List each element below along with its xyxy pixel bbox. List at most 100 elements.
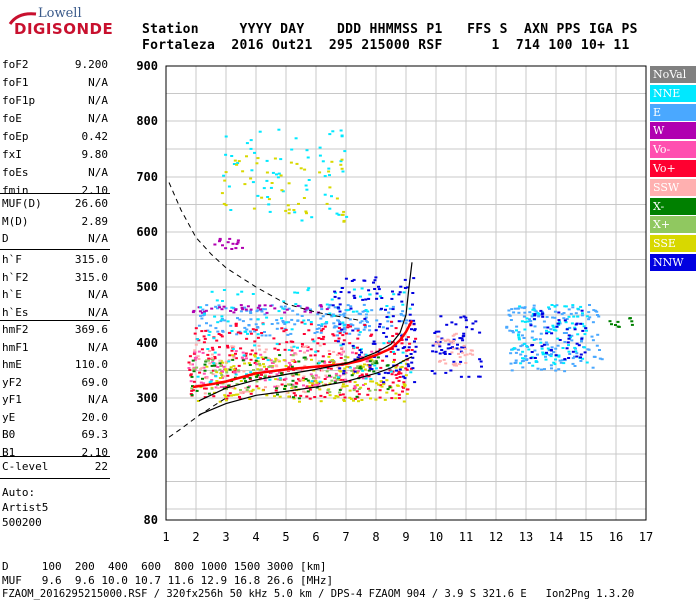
- echo-point: [269, 371, 273, 374]
- echo-point: [239, 304, 243, 307]
- echo-point: [590, 335, 594, 338]
- echo-point: [448, 353, 452, 355]
- echo-point: [367, 387, 370, 390]
- param-row: hmF2 369.6: [2, 323, 108, 339]
- param-value: N/A: [88, 112, 108, 125]
- echo-point: [520, 306, 524, 309]
- echo-point: [213, 357, 217, 360]
- echo-point: [528, 311, 532, 314]
- echo-point: [382, 332, 386, 334]
- echo-point: [263, 331, 266, 333]
- echo-point: [253, 355, 257, 358]
- echo-point: [400, 339, 404, 341]
- echo-point: [461, 351, 465, 354]
- echo-point: [217, 304, 221, 307]
- echo-point: [585, 361, 589, 364]
- echo-point: [379, 384, 382, 387]
- echo-point: [541, 312, 544, 315]
- echo-point: [338, 310, 342, 313]
- echo-point: [379, 366, 383, 369]
- echo-point: [345, 215, 349, 218]
- echo-point: [221, 382, 225, 385]
- echo-point: [511, 348, 515, 351]
- echo-point: [340, 167, 344, 170]
- echo-point: [279, 158, 283, 161]
- echo-point: [192, 368, 196, 371]
- echo-point: [302, 375, 306, 378]
- echo-point: [533, 349, 537, 352]
- echo-point: [226, 320, 230, 323]
- echo-point: [375, 297, 379, 300]
- echo-point: [255, 385, 259, 388]
- echo-point: [362, 303, 366, 306]
- echo-point: [462, 315, 466, 318]
- echo-point: [385, 327, 389, 330]
- echo-point: [342, 378, 346, 381]
- echo-point: [315, 328, 319, 330]
- echo-point: [437, 330, 441, 333]
- echo-point: [273, 307, 277, 310]
- echo-point: [378, 348, 382, 351]
- echo-point: [544, 341, 548, 344]
- echo-point: [320, 329, 324, 332]
- echo-point: [251, 388, 255, 391]
- echo-point: [269, 359, 273, 362]
- echo-point: [218, 377, 222, 379]
- echo-point: [191, 359, 195, 362]
- echo-point: [323, 175, 327, 178]
- echo-point: [341, 383, 345, 386]
- echo-point: [463, 354, 467, 357]
- echo-point: [313, 354, 317, 357]
- echo-point: [207, 334, 211, 336]
- echo-point: [275, 365, 279, 368]
- echo-point: [245, 357, 248, 360]
- echo-point: [315, 331, 319, 334]
- echo-point: [454, 332, 458, 335]
- echo-point: [283, 348, 287, 351]
- echo-point: [512, 347, 516, 350]
- echo-point: [510, 369, 514, 372]
- echo-point: [360, 373, 364, 376]
- echo-point: [341, 351, 345, 354]
- param-label: yF2: [2, 375, 22, 389]
- echo-point: [337, 327, 341, 329]
- echo-point: [380, 385, 384, 388]
- logo-lowell-text: Lowell: [38, 6, 82, 21]
- echo-point: [563, 358, 567, 361]
- echo-point: [330, 379, 334, 382]
- echo-point: [278, 354, 282, 357]
- echo-point: [233, 369, 237, 372]
- echo-point: [522, 315, 526, 318]
- footer-muf-row: MUF 9.6 9.6 10.0 10.7 11.6 12.9 16.8 26.…: [2, 574, 334, 587]
- echo-point: [195, 366, 199, 369]
- param-value: 69.0: [81, 375, 109, 389]
- echo-point: [203, 363, 207, 366]
- echo-point: [515, 325, 519, 328]
- echo-point: [300, 219, 304, 222]
- y-tick-label: 80: [144, 513, 158, 527]
- echo-point: [299, 167, 303, 170]
- echo-point: [316, 350, 320, 353]
- echo-point: [265, 311, 269, 314]
- echo-point: [315, 384, 319, 387]
- echo-point: [581, 329, 585, 332]
- echo-point: [349, 305, 353, 308]
- x-tick-label: 10: [429, 530, 443, 544]
- echo-point: [541, 351, 545, 354]
- echo-point: [527, 362, 531, 364]
- param-value: N/A: [88, 166, 108, 179]
- y-tick-label: 900: [136, 59, 158, 73]
- param-label: MUF(D): [2, 197, 42, 210]
- echo-point: [402, 400, 406, 403]
- echo-point: [356, 329, 360, 332]
- echo-point: [311, 382, 315, 385]
- echo-point: [222, 202, 226, 205]
- echo-point: [293, 361, 297, 363]
- echo-point: [368, 293, 372, 296]
- echo-point: [194, 343, 198, 346]
- echo-point: [557, 368, 561, 371]
- x-tick-label: 5: [282, 530, 289, 544]
- echo-point: [331, 130, 335, 133]
- echo-point: [537, 315, 541, 318]
- echo-point: [333, 290, 337, 293]
